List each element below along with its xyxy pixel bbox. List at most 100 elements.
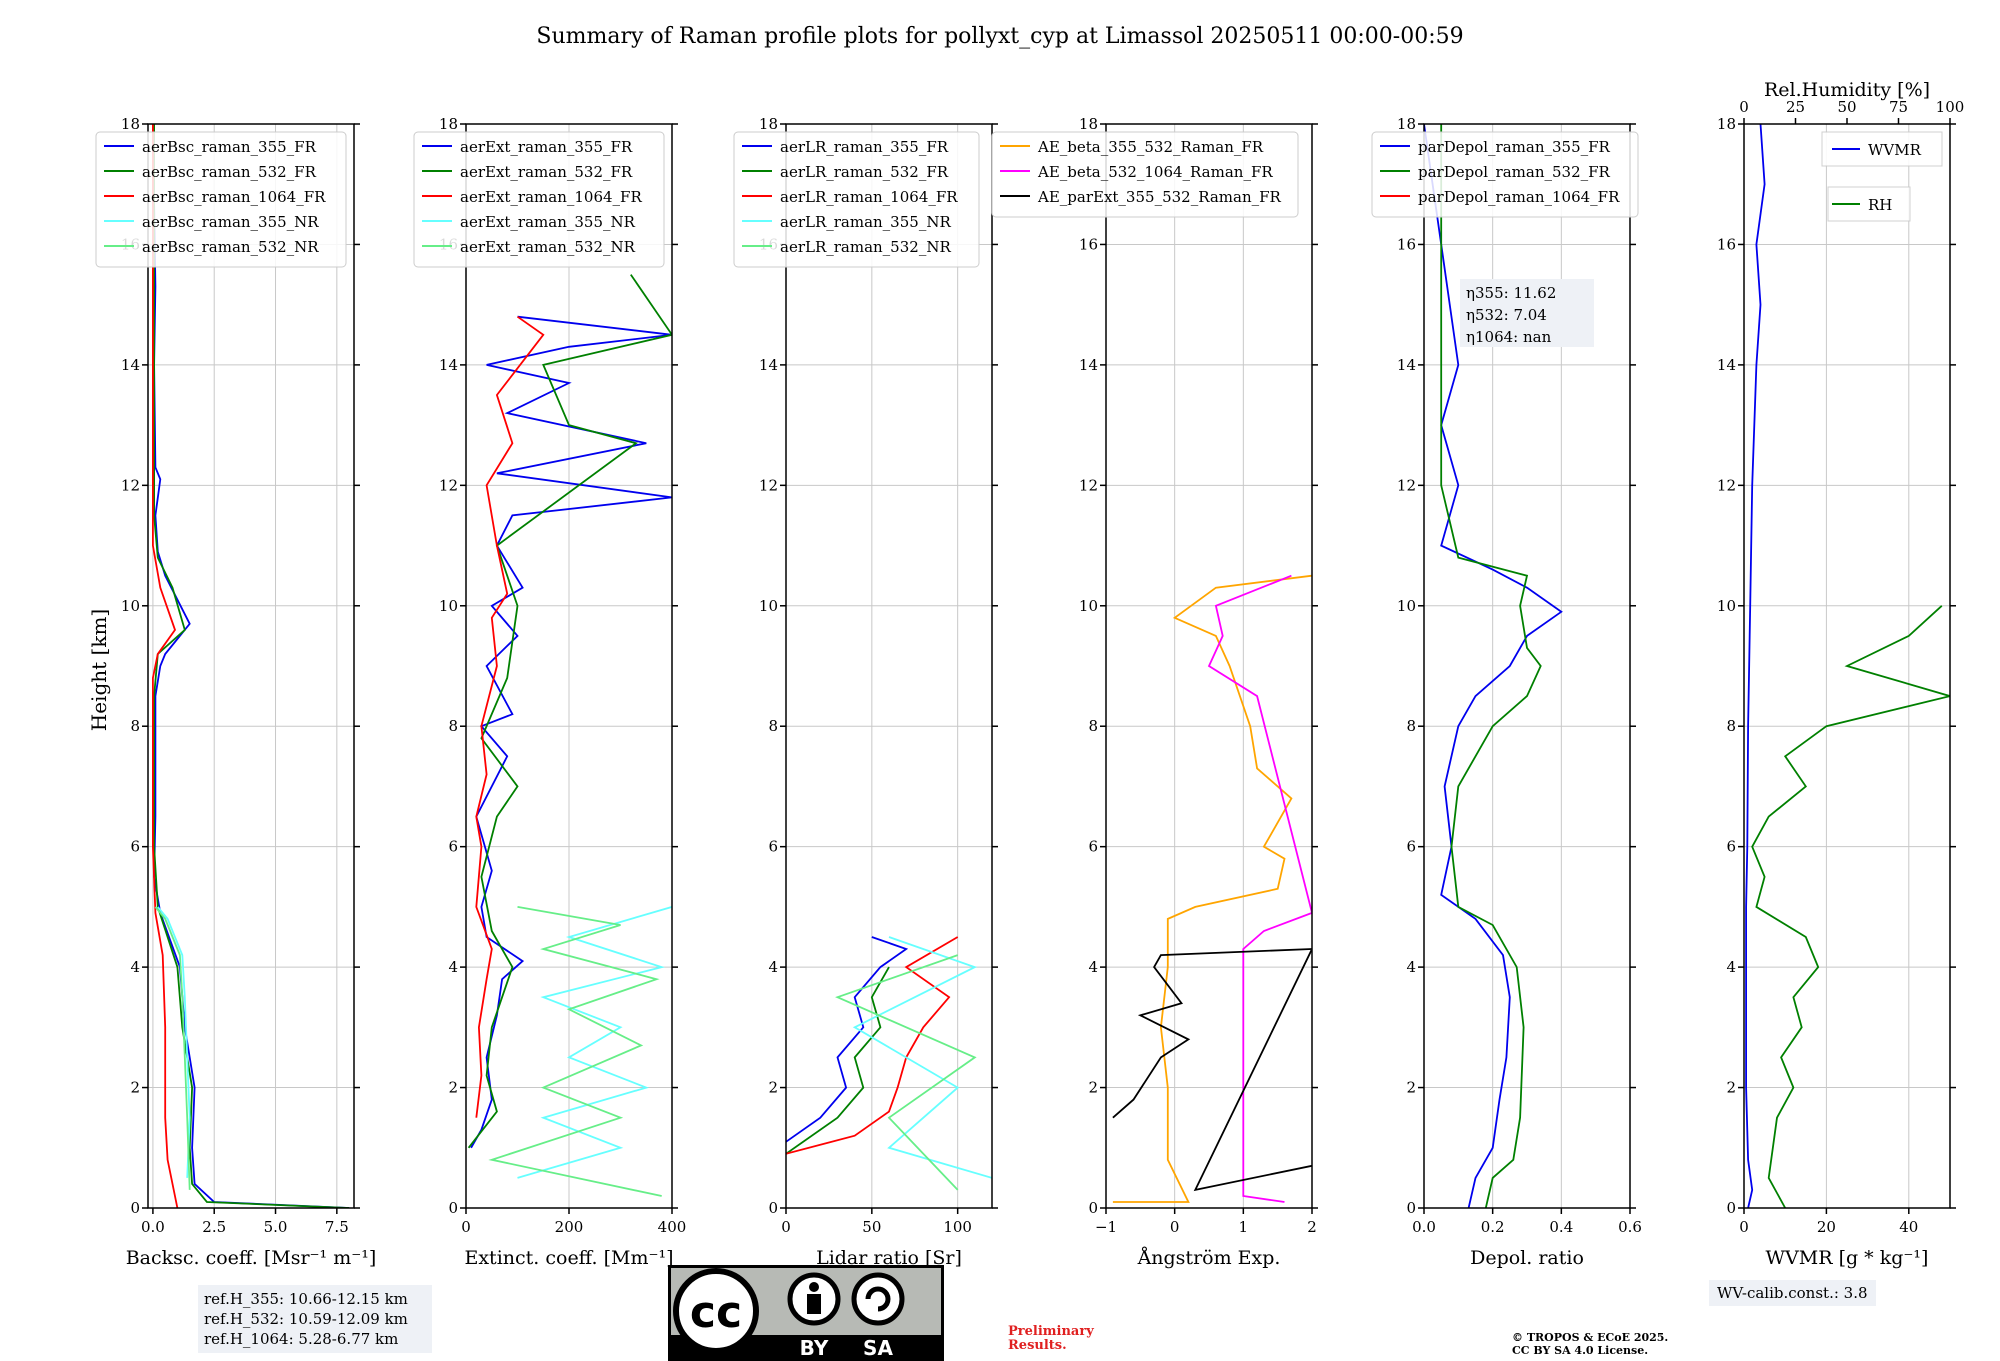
xtick-label-wvmr: 20 bbox=[1817, 1218, 1836, 1236]
top-xtick-label-wvmr: 50 bbox=[1837, 98, 1856, 116]
ytick-label-angstrom: 0 bbox=[1088, 1199, 1098, 1217]
legend-label-aerLR_raman_355_NR: aerLR_raman_355_NR bbox=[780, 213, 951, 231]
eta-label: η355: 11.62 bbox=[1466, 284, 1556, 302]
top-xtick-label-wvmr: 100 bbox=[1936, 98, 1965, 116]
ytick-label-depol: 14 bbox=[1397, 356, 1416, 374]
xtick-label-angstrom: −1 bbox=[1095, 1218, 1117, 1236]
ytick-label-extinction: 8 bbox=[448, 717, 458, 735]
series-WVMR bbox=[1745, 124, 1766, 1208]
ytick-label-depol: 6 bbox=[1406, 838, 1416, 856]
ytick-label-angstrom: 4 bbox=[1088, 958, 1098, 976]
wv-calibration-box: WV-calib.const.: 3.8 bbox=[1709, 1280, 1876, 1306]
xtick-label-lidarratio: 0 bbox=[781, 1218, 791, 1236]
ytick-label-lidarratio: 14 bbox=[759, 356, 778, 374]
ytick-label-extinction: 2 bbox=[448, 1079, 458, 1097]
series-AE_parExt_355_532_Raman_FR bbox=[1112, 948, 1312, 1192]
ytick-label-extinction: 4 bbox=[448, 958, 458, 976]
ytick-label-angstrom: 8 bbox=[1088, 717, 1098, 735]
legend-label-AE_beta_532_1064_Raman_FR: AE_beta_532_1064_Raman_FR bbox=[1037, 163, 1273, 181]
series-aerBsc_raman_1064_FR bbox=[152, 124, 179, 1208]
ref-height-355: ref.H_355: 10.66-12.15 km bbox=[204, 1290, 408, 1308]
series-group-angstrom bbox=[1112, 574, 1312, 1203]
ytick-label-wvmr: 0 bbox=[1726, 1199, 1736, 1217]
xtick-label-depol: 0.2 bbox=[1481, 1218, 1505, 1236]
axes-frame-depol bbox=[1423, 123, 1631, 1209]
legend-box-depol bbox=[1371, 131, 1639, 218]
xtick-label-backscatter: 0.0 bbox=[141, 1218, 165, 1236]
ytick-label-depol: 12 bbox=[1397, 476, 1416, 494]
series-aerExt_raman_532_FR bbox=[467, 274, 672, 1149]
series-aerBsc_raman_532_NR bbox=[154, 906, 191, 1190]
legend-label-aerLR_raman_355_FR: aerLR_raman_355_FR bbox=[780, 138, 949, 156]
ytick-label-angstrom: 16 bbox=[1079, 235, 1098, 253]
xtick-label-wvmr: 0 bbox=[1739, 1218, 1749, 1236]
xlabel-angstrom: Ångström Exp. bbox=[1137, 1247, 1281, 1269]
legend-label-aerExt_raman_532_FR: aerExt_raman_532_FR bbox=[460, 163, 633, 181]
panel-lidarratio: 024681012141618050100Lidar ratio [Sr]aer… bbox=[733, 115, 998, 1269]
series-group-extinction bbox=[467, 274, 672, 1197]
ytick-label-backscatter: 14 bbox=[121, 356, 140, 374]
ytick-label-backscatter: 10 bbox=[121, 597, 140, 615]
xlabel-depol: Depol. ratio bbox=[1470, 1247, 1584, 1269]
xtick-label-depol: 0.0 bbox=[1412, 1218, 1436, 1236]
copyright-note: © TROPOS & ECoE 2025. CC BY SA 4.0 Licen… bbox=[1512, 1331, 1712, 1357]
xtick-label-depol: 0.4 bbox=[1549, 1218, 1573, 1236]
xtick-label-lidarratio: 100 bbox=[943, 1218, 972, 1236]
xtick-label-angstrom: 1 bbox=[1239, 1218, 1249, 1236]
by-label: BY bbox=[800, 1336, 829, 1360]
legend-label-aerExt_raman_355_NR: aerExt_raman_355_NR bbox=[460, 213, 636, 231]
legend-label-parDepol_raman_355_FR: parDepol_raman_355_FR bbox=[1418, 138, 1611, 156]
ytick-label-backscatter: 8 bbox=[130, 717, 140, 735]
ytick-label-backscatter: 6 bbox=[130, 838, 140, 856]
ytick-label-backscatter: 12 bbox=[121, 476, 140, 494]
legend-label-aerExt_raman_532_NR: aerExt_raman_532_NR bbox=[460, 238, 636, 256]
legend-box-angstrom bbox=[991, 131, 1299, 218]
ytick-label-lidarratio: 2 bbox=[768, 1079, 778, 1097]
ytick-label-depol: 4 bbox=[1406, 958, 1416, 976]
top-xlabel-wvmr: Rel.Humidity [%] bbox=[1764, 79, 1930, 101]
ytick-label-angstrom: 14 bbox=[1079, 356, 1098, 374]
ytick-label-angstrom: 10 bbox=[1079, 597, 1098, 615]
xtick-label-depol: 0.6 bbox=[1618, 1218, 1642, 1236]
ytick-label-backscatter: 18 bbox=[121, 115, 140, 133]
ytick-label-extinction: 0 bbox=[448, 1199, 458, 1217]
ytick-label-depol: 18 bbox=[1397, 115, 1416, 133]
xtick-label-extinction: 200 bbox=[555, 1218, 584, 1236]
series-aerExt_raman_355_FR bbox=[470, 315, 672, 1149]
legend-box-lidarratio bbox=[733, 131, 980, 268]
series-aerLR_raman_532_FR bbox=[786, 966, 890, 1155]
ytick-label-lidarratio: 8 bbox=[768, 717, 778, 735]
legend-label-aerLR_raman_532_NR: aerLR_raman_532_NR bbox=[780, 238, 951, 256]
series-aerExt_raman_532_NR bbox=[488, 906, 662, 1197]
legend-label-parDepol_raman_532_FR: parDepol_raman_532_FR bbox=[1418, 163, 1611, 181]
legend-label-RH: RH bbox=[1868, 196, 1892, 214]
ref-height-532: ref.H_532: 10.59-12.09 km bbox=[204, 1310, 408, 1328]
legend-label-aerExt_raman_355_FR: aerExt_raman_355_FR bbox=[460, 138, 633, 156]
legend-label-AE_beta_355_532_Raman_FR: AE_beta_355_532_Raman_FR bbox=[1037, 138, 1264, 156]
xtick-label-angstrom: 0 bbox=[1170, 1218, 1180, 1236]
legend-label-aerBsc_raman_355_FR: aerBsc_raman_355_FR bbox=[142, 138, 317, 156]
ytick-label-angstrom: 6 bbox=[1088, 838, 1098, 856]
copyright-line-1: © TROPOS & ECoE 2025. bbox=[1512, 1331, 1669, 1344]
ytick-label-wvmr: 4 bbox=[1726, 958, 1736, 976]
preliminary-line-1: Preliminary bbox=[1008, 1324, 1094, 1339]
figure-title: Summary of Raman profile plots for polly… bbox=[536, 24, 1463, 49]
series-group-lidarratio bbox=[786, 936, 992, 1191]
ytick-label-depol: 16 bbox=[1397, 235, 1416, 253]
series-group-backscatter bbox=[152, 124, 350, 1208]
legend-label-aerBsc_raman_355_NR: aerBsc_raman_355_NR bbox=[142, 213, 319, 231]
panel-extinction: 0246810121416180200400Extinct. coeff. [M… bbox=[413, 115, 686, 1269]
ytick-label-backscatter: 2 bbox=[130, 1079, 140, 1097]
cc-logo-text: cc bbox=[690, 1287, 742, 1338]
ytick-label-extinction: 6 bbox=[448, 838, 458, 856]
axes-frame-lidarratio bbox=[785, 123, 993, 1209]
axes-frame-extinction bbox=[465, 123, 673, 1209]
ytick-label-lidarratio: 4 bbox=[768, 958, 778, 976]
xlabel-backscatter: Backsc. coeff. [Msr⁻¹ m⁻¹] bbox=[126, 1247, 377, 1269]
legend-label-aerLR_raman_1064_FR: aerLR_raman_1064_FR bbox=[780, 188, 958, 206]
ytick-label-lidarratio: 10 bbox=[759, 597, 778, 615]
series-parDepol_raman_355_FR bbox=[1424, 124, 1563, 1208]
eta-label: η1064: nan bbox=[1466, 328, 1552, 346]
top-xtick-label-wvmr: 75 bbox=[1889, 98, 1908, 116]
